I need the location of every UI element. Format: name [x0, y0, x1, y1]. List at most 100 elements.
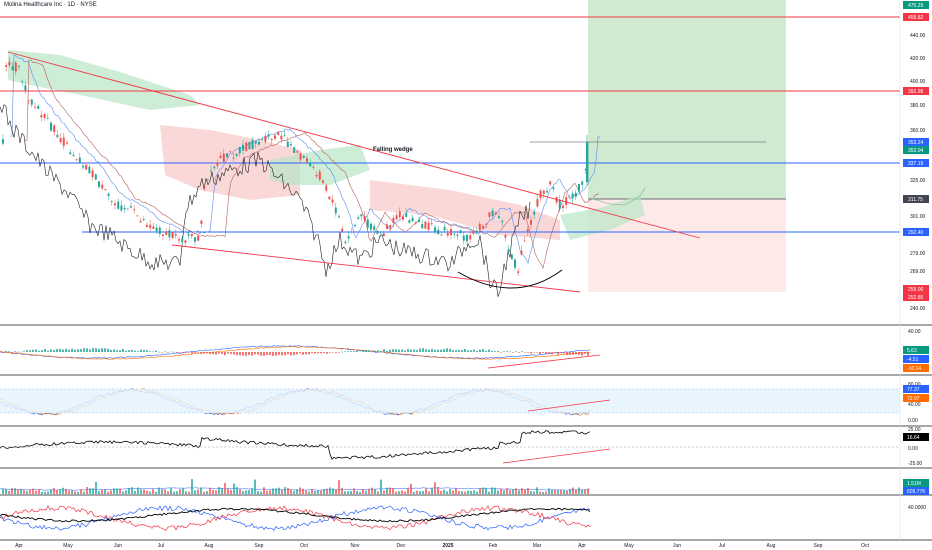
macd-bar	[185, 352, 187, 353]
time-axis[interactable]: Apr May Jun Jul Aug Sep Oct Nov Dec 2025 Feb Mar Apr…	[15, 543, 869, 549]
price-badge	[903, 138, 929, 146]
macd-bar	[359, 351, 361, 353]
price-axis[interactable]: 440.00 420.00 400.00 380.00 360.00 325.00 301.…	[899, 0, 929, 540]
macd-bar	[383, 349, 385, 352]
macd-bar	[332, 352, 334, 353]
macd-badge	[903, 346, 929, 354]
macd-bar	[248, 352, 250, 356]
stoch-badge-label: 72.97	[907, 396, 920, 402]
macd-bar	[236, 352, 238, 356]
position-zones	[588, 0, 786, 292]
volume-bar	[119, 488, 121, 494]
candle-body	[200, 220, 203, 224]
time-label: Mar	[533, 543, 542, 549]
price-tick-label: 279.00	[910, 251, 926, 257]
candle-body	[558, 199, 561, 209]
macd-bar	[134, 350, 136, 352]
volume-bar	[512, 489, 514, 494]
price-badge-label: 252.80	[908, 295, 924, 301]
volume-bar	[17, 489, 19, 494]
volume-bar	[305, 490, 307, 494]
macd-bar	[200, 352, 202, 354]
candle-body	[8, 61, 11, 66]
volume-bar	[377, 491, 379, 494]
volume-bar	[566, 491, 568, 494]
candle-body	[248, 141, 251, 150]
candle-body	[168, 230, 171, 238]
drawings[interactable]	[7, 51, 701, 293]
volume-badge	[903, 479, 929, 487]
price-badge	[903, 195, 929, 203]
dmi-tick-label: 40.0000	[908, 505, 926, 511]
candle-body	[370, 223, 372, 230]
volume-bar	[473, 490, 475, 494]
macd-bar	[80, 349, 82, 352]
macd-badge	[903, 364, 929, 372]
candle-body	[520, 250, 523, 255]
candle-body	[482, 226, 484, 229]
price-tick-label: 380.00	[910, 103, 926, 109]
candle-body	[98, 181, 100, 187]
volume-bar	[158, 487, 160, 494]
candle-body	[546, 191, 548, 193]
volume-bar	[71, 490, 73, 494]
macd-bar	[329, 352, 331, 353]
volume-bar	[578, 487, 580, 494]
candle-body	[66, 142, 68, 144]
macd-bar	[431, 349, 433, 352]
candle-body	[110, 201, 113, 202]
volume-bar	[266, 490, 268, 494]
momentum-badge-label: 16.64	[907, 435, 920, 441]
candle-body	[14, 62, 17, 72]
horizontal-levels[interactable]	[0, 16, 900, 233]
candle-body	[283, 134, 286, 136]
volume-bar	[248, 490, 250, 494]
candle-body	[549, 181, 552, 185]
time-label: Sep	[255, 543, 264, 549]
candle-body	[56, 134, 59, 138]
macd-bar	[467, 350, 469, 352]
macd-bar	[110, 349, 112, 352]
candle-body	[402, 216, 404, 220]
volume-bar	[245, 490, 247, 494]
price-badge	[903, 146, 929, 154]
price-badge-label: 311.75	[908, 197, 923, 203]
macd-badge-label: -10.14	[907, 366, 921, 372]
volume-bar	[452, 490, 454, 494]
candle-body	[117, 201, 120, 209]
macd-bar	[536, 352, 538, 353]
candle-body	[424, 221, 427, 229]
volume-bar	[299, 487, 301, 494]
macd-bar	[554, 352, 556, 353]
macd-bar	[233, 352, 235, 355]
volume-bar	[437, 487, 439, 494]
volume-bar	[242, 491, 244, 494]
candle-body	[18, 65, 20, 67]
volume-bar	[581, 489, 583, 494]
macd-bar	[371, 351, 373, 353]
volume-bar	[296, 489, 298, 494]
volume-bar	[197, 489, 199, 494]
macd-bar	[272, 352, 274, 356]
candle-body	[357, 217, 360, 219]
candle-body	[229, 151, 232, 153]
volume-bar	[362, 489, 364, 494]
volume-bar	[206, 491, 208, 494]
time-label: Dec	[397, 543, 406, 549]
macd-signal	[0, 346, 591, 360]
cloud-red-1	[160, 125, 300, 200]
volume-bar	[188, 491, 190, 494]
volume-badge-label: 609.77K	[907, 489, 926, 495]
volume-bar	[551, 490, 553, 494]
macd-bar	[287, 352, 289, 355]
volume-bar	[347, 491, 349, 494]
macd-bar	[170, 351, 172, 353]
candle-body	[210, 170, 212, 172]
candle-body	[258, 141, 260, 145]
volume-bar	[161, 489, 163, 494]
candle-body	[354, 224, 356, 226]
indicator-panes	[0, 324, 932, 541]
volume-bar	[125, 490, 127, 494]
macd-bar	[224, 352, 226, 356]
